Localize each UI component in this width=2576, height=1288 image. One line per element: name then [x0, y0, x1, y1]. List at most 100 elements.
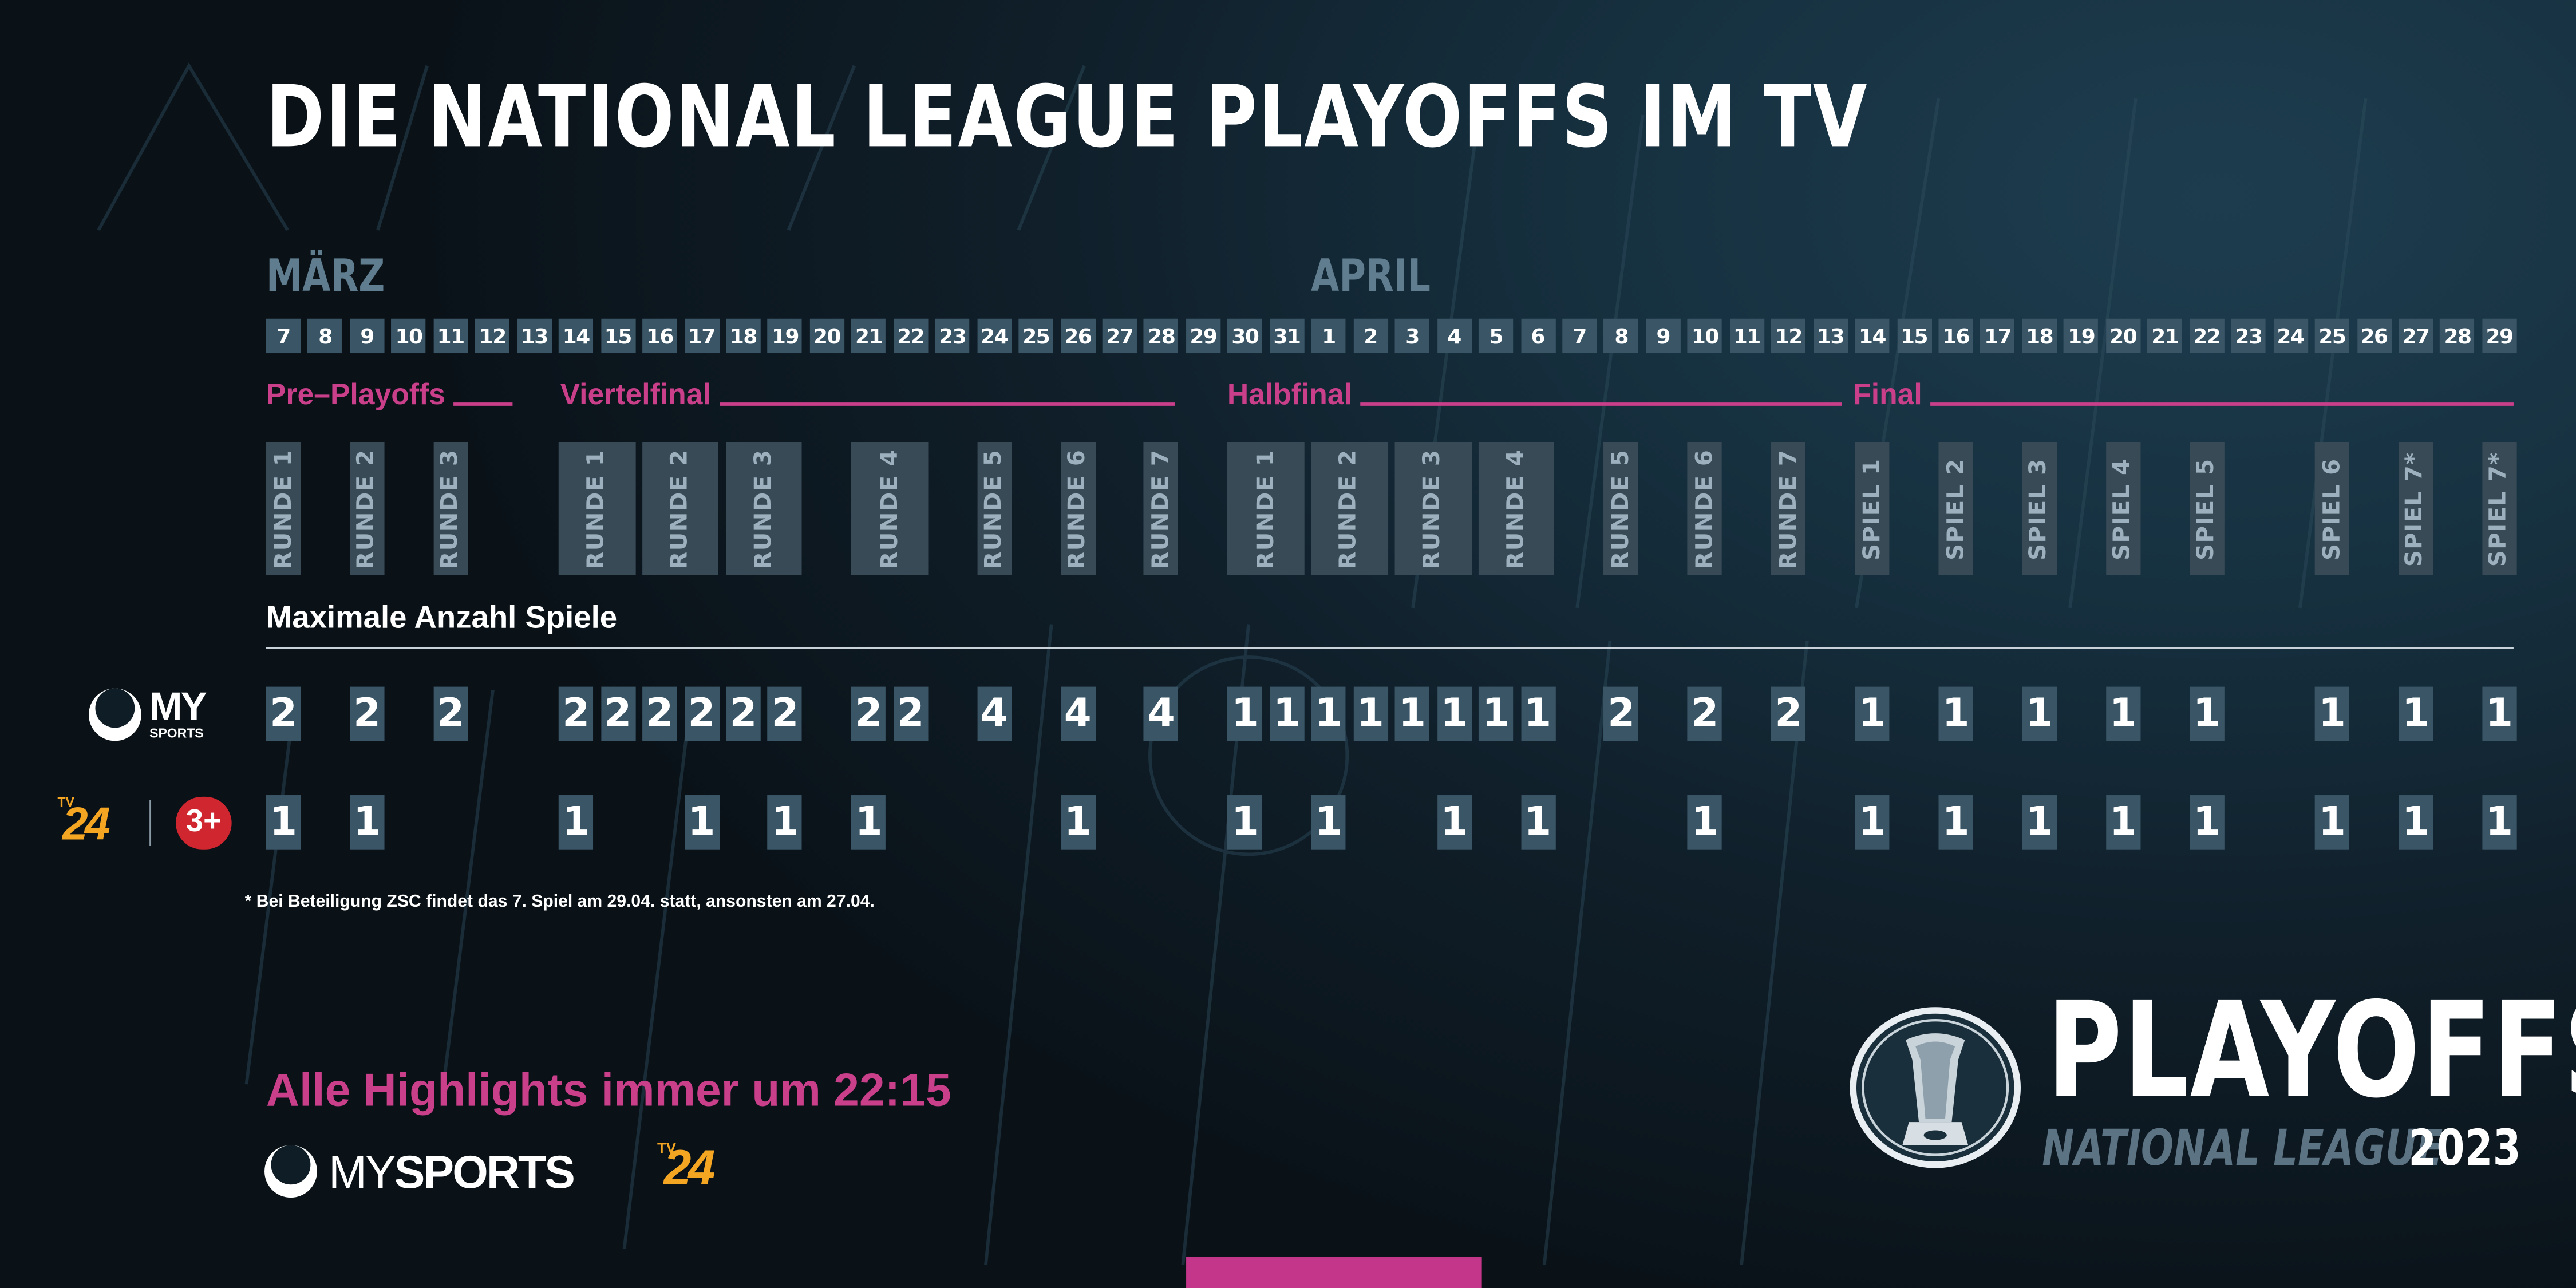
day-cell: 18 — [726, 318, 761, 354]
mysports-large-wordmark: MYSPORTS — [328, 1147, 575, 1199]
playoffs-wordmark: PLAYOFFS — [2046, 974, 2576, 1127]
day-cell: 7 — [266, 318, 301, 354]
day-cell: 28 — [1144, 318, 1179, 354]
day-cell: 11 — [1729, 318, 1764, 354]
tv24-game-count: 1 — [1311, 795, 1346, 850]
day-cell: 24 — [2273, 318, 2308, 354]
mysports-game-count: 1 — [2189, 686, 2224, 741]
day-cell: 8 — [307, 318, 343, 354]
round-label: SPIEL 5 — [2193, 457, 2220, 560]
round-block: RUNDE 7 — [1771, 442, 1806, 575]
round-label: RUNDE 4 — [1503, 448, 1530, 569]
phase-label: Final — [1853, 378, 1922, 411]
mysports-game-count: 2 — [433, 686, 468, 741]
tv24-game-count: 1 — [1227, 795, 1263, 850]
tv24-large-number-text: 24 — [663, 1141, 715, 1196]
day-cell: 15 — [600, 318, 635, 354]
mysports-large-my: MY — [328, 1147, 396, 1198]
day-cell: 5 — [1479, 318, 1514, 354]
day-cell: 25 — [2314, 318, 2350, 354]
day-cell: 21 — [851, 318, 886, 354]
mysports-game-count: 2 — [559, 686, 594, 741]
round-label: SPIEL 1 — [1859, 457, 1886, 560]
mysports-logo: MY SPORTS — [87, 685, 219, 743]
round-block: SPIEL 1 — [1855, 442, 1890, 575]
mysports-my-text: MY — [149, 685, 207, 730]
day-cell: 7 — [1562, 318, 1597, 354]
day-cell: 26 — [2356, 318, 2392, 354]
round-label: SPIEL 7* — [2403, 451, 2429, 566]
tv24-game-count: 1 — [851, 795, 886, 850]
tv24-game-count: 1 — [1520, 795, 1555, 850]
logo-divider — [149, 800, 152, 846]
mysports-game-count: 4 — [1144, 686, 1179, 741]
phase-label: Halbfinal — [1227, 378, 1352, 411]
round-label: RUNDE 7 — [1775, 448, 1802, 569]
round-block: RUNDE 3 — [433, 442, 468, 575]
day-cell: 14 — [1855, 318, 1890, 354]
mysports-game-count: 1 — [1269, 686, 1305, 741]
day-cell: 17 — [684, 318, 719, 354]
day-cell: 22 — [893, 318, 928, 354]
tv24-game-count: 1 — [2482, 795, 2517, 850]
day-cell: 19 — [768, 318, 803, 354]
mysports-game-count: 1 — [1353, 686, 1388, 741]
round-label: SPIEL 7* — [2486, 451, 2513, 566]
day-cell: 9 — [1646, 318, 1681, 354]
mysports-game-count: 2 — [768, 686, 803, 741]
day-cell: 28 — [2440, 318, 2475, 354]
mysports-game-count: 2 — [1771, 686, 1806, 741]
round-label: RUNDE 4 — [876, 448, 903, 569]
round-block: RUNDE 1 — [559, 442, 635, 575]
mysports-game-count: 2 — [600, 686, 635, 741]
mysports-game-count: 2 — [684, 686, 719, 741]
day-cell: 23 — [935, 318, 970, 354]
tv24-game-count: 1 — [559, 795, 594, 850]
mysports-game-count: 1 — [2314, 686, 2350, 741]
tv24-game-count: 1 — [1060, 795, 1095, 850]
day-cell: 19 — [2064, 318, 2099, 354]
day-cell: 25 — [1018, 318, 1053, 354]
phase-line — [720, 402, 1175, 405]
round-label: RUNDE 5 — [1608, 448, 1635, 569]
day-cell: 16 — [1938, 318, 1973, 354]
round-label: RUNDE 1 — [270, 448, 297, 569]
round-label: RUNDE 6 — [1692, 448, 1718, 569]
mysports-game-count: 1 — [1394, 686, 1430, 741]
day-cell: 27 — [2398, 318, 2433, 354]
day-cell: 2 — [1353, 318, 1388, 354]
round-block: RUNDE 6 — [1060, 442, 1095, 575]
day-cell: 23 — [2231, 318, 2266, 354]
round-label: SPIEL 3 — [2026, 457, 2053, 560]
tv24-game-count: 1 — [2189, 795, 2224, 850]
tv24-game-count: 1 — [2398, 795, 2433, 850]
round-block: SPIEL 7* — [2482, 442, 2517, 575]
round-block: RUNDE 4 — [1479, 442, 1555, 575]
mysports-game-count: 1 — [1227, 686, 1263, 741]
three-plus-logo: 3+ — [176, 796, 232, 850]
mysports-game-count: 1 — [2398, 686, 2433, 741]
round-block: RUNDE 1 — [1227, 442, 1305, 575]
tv24-game-count: 1 — [349, 795, 385, 850]
day-cell: 4 — [1436, 318, 1472, 354]
day-cell: 27 — [1102, 318, 1137, 354]
round-label: SPIEL 2 — [1942, 457, 1969, 560]
round-block: RUNDE 4 — [851, 442, 928, 575]
day-cell: 20 — [809, 318, 844, 354]
round-label: RUNDE 6 — [1064, 448, 1091, 569]
mysports-circle-icon — [88, 688, 141, 741]
round-label: RUNDE 1 — [1253, 448, 1279, 569]
day-cell: 13 — [517, 318, 552, 354]
mysports-logo-large: MYSPORTS — [263, 1143, 591, 1202]
mysports-game-count: 1 — [1479, 686, 1514, 741]
day-cell: 10 — [1688, 318, 1722, 354]
round-label: RUNDE 3 — [1420, 448, 1447, 569]
mysports-game-count: 1 — [1520, 686, 1555, 741]
tv24-game-count: 1 — [768, 795, 803, 850]
round-block: SPIEL 2 — [1938, 442, 1973, 575]
mysports-game-count: 1 — [2482, 686, 2517, 741]
phase-line — [1360, 402, 1842, 405]
tv24-game-count: 1 — [684, 795, 719, 850]
